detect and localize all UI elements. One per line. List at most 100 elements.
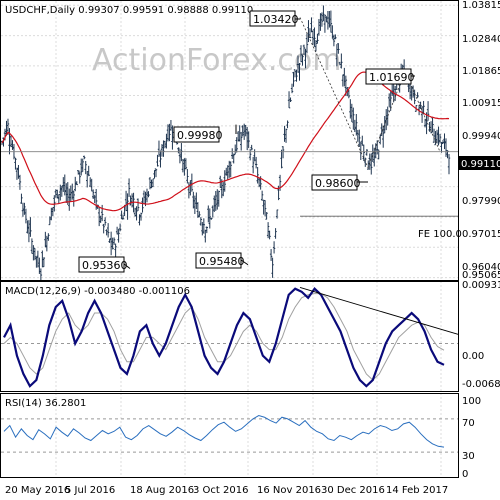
rsi-line [3,415,445,448]
price-bar [359,141,362,161]
price-bar [153,170,156,179]
price-bar [29,217,32,237]
price-bar [83,155,86,160]
price-bar [340,53,343,69]
x-tick-label: 30 Dec 2016 [321,485,385,496]
price-bar [62,177,65,192]
price-bar [244,124,247,137]
price-bar [129,195,132,206]
macd-panel-frame [0,281,459,392]
price-panel-frame [0,0,459,281]
price-bar [248,148,252,161]
price-bar [14,157,17,170]
price-bar [89,177,92,187]
price-bar [211,205,214,218]
price-bar [135,206,138,221]
price-bar [289,97,292,103]
price-bar [187,182,191,199]
price-bar [367,160,370,170]
price-bar [250,144,253,151]
price-bar [284,128,288,143]
y-tick-label: 1.00915 [462,98,500,109]
price-bar [310,17,313,33]
price-bar [292,71,295,87]
price-bar [42,257,46,268]
macd-panel-title: MACD(12,26,9) -0.003480 -0.001106 [5,286,190,297]
macd-panel [1,287,459,388]
price-bar [281,146,285,159]
price-bar [326,11,330,30]
price-bar [229,161,232,178]
price-bar [438,133,442,144]
price-bar [81,158,84,172]
price-bar [8,128,11,155]
price-bar [254,156,258,169]
fe-level-label: FE 100.0 [418,229,462,240]
price-bar [347,89,351,99]
price-bar [111,237,114,250]
price-bar [337,43,340,54]
price-bar [341,74,345,87]
price-bar [147,191,150,198]
x-axis: 20 May 2016 5 Jul 2016 18 Aug 2016 3 Oct… [5,485,448,496]
price-panel [0,5,458,280]
price-bar [38,257,41,274]
price-bar [426,101,430,121]
y-tick-label: 70 [462,418,475,429]
price-bar [214,190,217,211]
price-bar [377,149,380,160]
price-bar [190,173,194,192]
price-panel-title: USDCHF,Daily 0.99307 0.99591 0.98888 0.9… [5,5,253,16]
price-bar [86,171,89,188]
price-bar [222,182,225,197]
price-bar [75,181,78,186]
svg-text:0.99980: 0.99980 [177,129,223,142]
price-bar [213,195,216,212]
price-bar [241,125,244,137]
price-bar [301,54,304,66]
price-bar [247,131,250,149]
price-bar [163,140,167,149]
price-bar [181,159,185,173]
price-bar [216,189,219,210]
price-bar [280,149,283,169]
price-bar [142,190,146,205]
rsi-panel [1,415,458,453]
price-bar [91,189,95,199]
price-bar [156,154,159,167]
price-bar [413,89,416,105]
x-tick-label: 20 May 2016 [5,485,70,496]
price-bar [27,220,31,243]
price-bar [78,171,81,184]
price-bar [447,154,451,175]
price-bar [118,223,122,232]
price-bar [373,147,376,167]
price-bar [235,137,238,153]
price-bar [443,133,446,150]
svg-text:1.03420: 1.03420 [253,13,299,26]
price-bar [302,44,306,56]
price-bar [237,131,240,142]
price-bar [331,25,334,39]
price-bar [390,84,394,97]
price-bar [159,150,162,168]
price-bar [23,202,26,215]
price-bar [419,101,422,109]
price-bar [103,217,107,226]
macd-trendline [299,287,459,335]
price-bar [126,193,129,220]
price-bar [253,149,256,162]
price-bar [232,153,235,164]
callout-oct-low: 0.95480 [195,252,245,269]
price-bar [319,13,322,31]
rsi-panel-frame [0,393,459,478]
price-bar [207,205,210,223]
price-bar [217,190,220,207]
price-bar [239,131,243,151]
price-bar [162,140,165,157]
price-bar [358,129,361,147]
callout-pointer [240,259,249,266]
price-bar [260,190,264,202]
price-bar [93,194,96,203]
